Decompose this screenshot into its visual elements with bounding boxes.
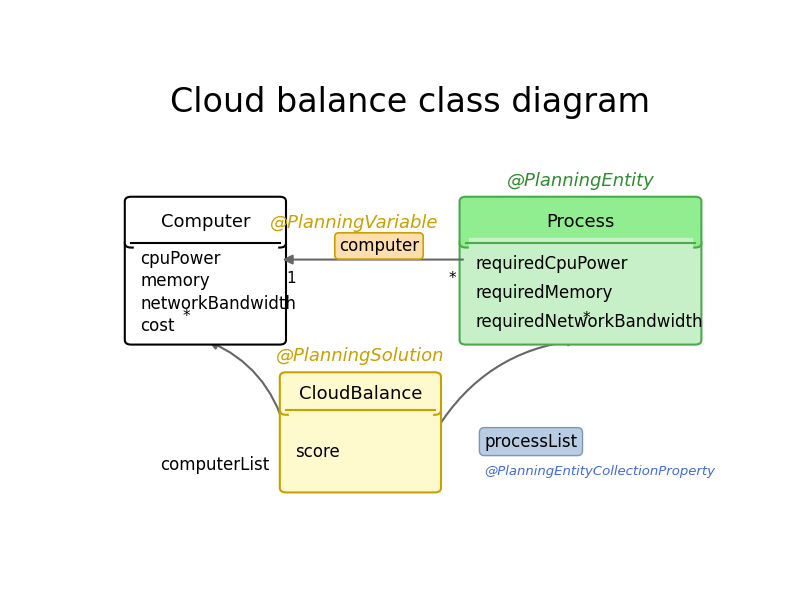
- FancyBboxPatch shape: [459, 238, 702, 344]
- Text: computer: computer: [339, 237, 419, 255]
- FancyArrowPatch shape: [436, 338, 575, 430]
- Text: *: *: [583, 311, 590, 326]
- Text: 1: 1: [286, 271, 296, 286]
- Text: CloudBalance: CloudBalance: [298, 385, 422, 403]
- Text: @PlanningEntityCollectionProperty: @PlanningEntityCollectionProperty: [485, 465, 715, 478]
- Text: Computer: Computer: [161, 213, 250, 231]
- Text: memory: memory: [140, 272, 210, 290]
- Text: cost: cost: [140, 317, 175, 335]
- Polygon shape: [289, 406, 432, 415]
- Text: Cloud balance class diagram: Cloud balance class diagram: [170, 86, 650, 119]
- Text: @PlanningSolution: @PlanningSolution: [276, 347, 445, 365]
- Text: requiredMemory: requiredMemory: [475, 284, 613, 302]
- FancyBboxPatch shape: [280, 372, 441, 415]
- Text: Process: Process: [546, 213, 614, 231]
- Text: score: score: [295, 443, 340, 461]
- Text: computerList: computerList: [160, 456, 270, 474]
- FancyBboxPatch shape: [459, 197, 702, 248]
- Text: @PlanningEntity: @PlanningEntity: [506, 172, 654, 190]
- Text: requiredNetworkBandwidth: requiredNetworkBandwidth: [475, 313, 702, 331]
- Text: networkBandwidth: networkBandwidth: [140, 295, 296, 313]
- Text: *: *: [449, 271, 457, 286]
- Polygon shape: [134, 238, 277, 248]
- FancyBboxPatch shape: [125, 197, 286, 248]
- FancyArrowPatch shape: [210, 341, 286, 430]
- Text: *: *: [183, 309, 190, 324]
- Text: requiredCpuPower: requiredCpuPower: [475, 254, 627, 272]
- Text: @PlanningVariable: @PlanningVariable: [270, 214, 438, 232]
- Text: cpuPower: cpuPower: [140, 250, 221, 268]
- FancyBboxPatch shape: [125, 238, 286, 344]
- Text: processList: processList: [485, 433, 578, 451]
- Polygon shape: [469, 238, 692, 248]
- FancyBboxPatch shape: [280, 406, 441, 493]
